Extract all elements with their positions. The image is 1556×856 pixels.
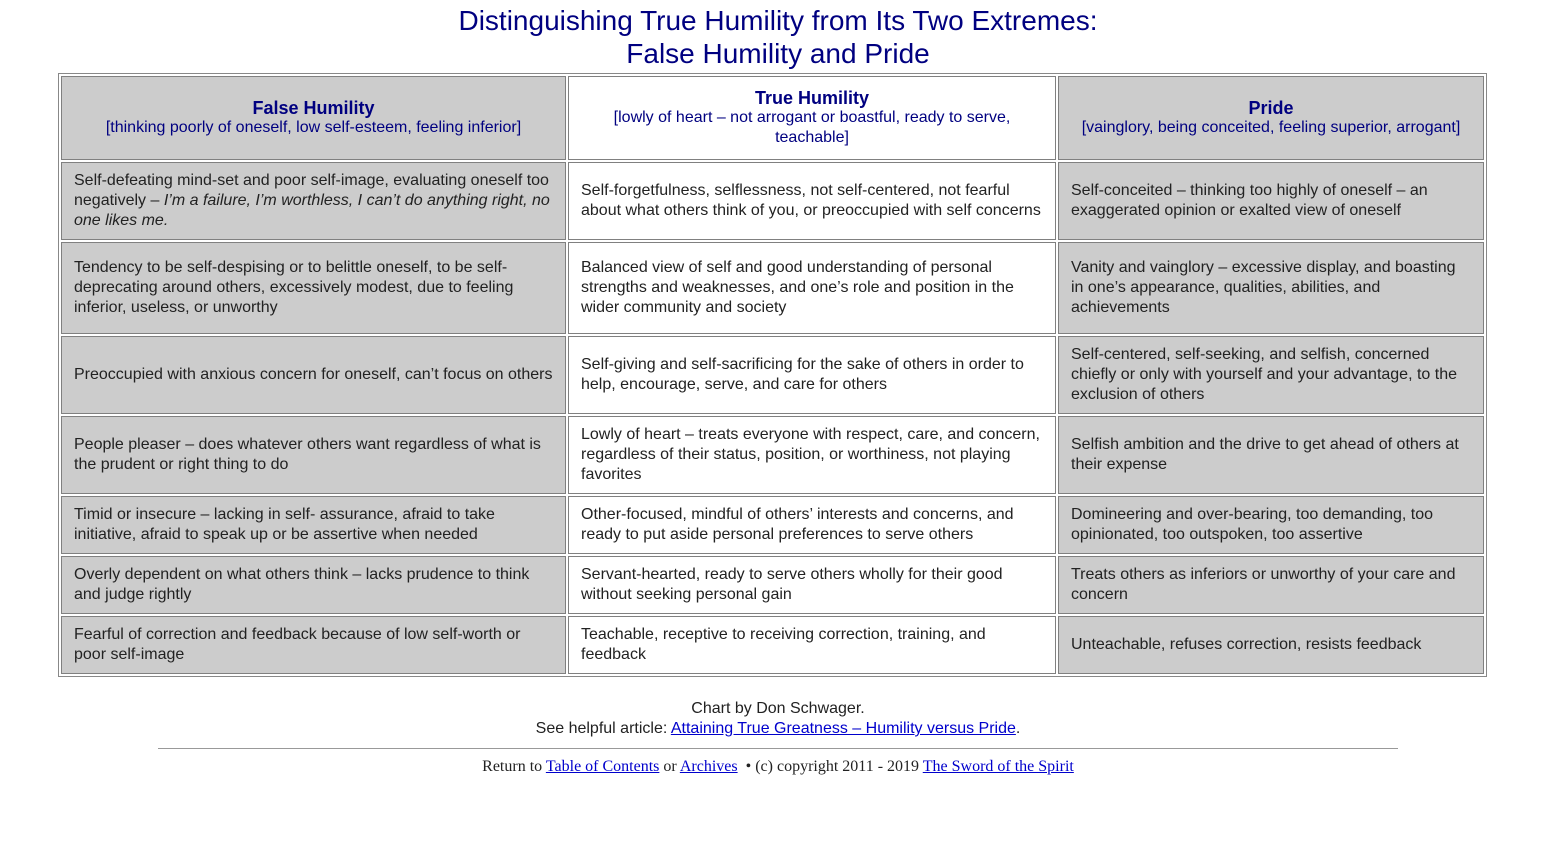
false-humility-cell: Tendency to be self-despising or to beli… xyxy=(61,242,566,334)
true-humility-cell: Balanced view of self and good understan… xyxy=(568,242,1056,334)
cell-text: Vanity and vainglory – excessive display… xyxy=(1071,259,1456,316)
false-humility-cell: Preoccupied with anxious concern for one… xyxy=(61,336,566,414)
true-humility-cell: Other-focused, mindful of others’ intere… xyxy=(568,496,1056,554)
table-row: Timid or insecure – lacking in self- ass… xyxy=(61,496,1484,554)
archives-link[interactable]: Archives xyxy=(679,758,738,775)
table-row: Fearful of correction and feedback becau… xyxy=(61,616,1484,674)
return-text: Return to xyxy=(482,758,546,775)
pride-cell: Self-centered, self-seeking, and selfish… xyxy=(1058,336,1484,414)
pride-cell: Selfish ambition and the drive to get ah… xyxy=(1058,416,1484,494)
table-row: People pleaser – does whatever others wa… xyxy=(61,416,1484,494)
cell-text: People pleaser – does whatever others wa… xyxy=(74,436,541,473)
true-humility-cell: Self-forgetfulness, selflessness, not se… xyxy=(568,162,1056,240)
header-subtitle: [vainglory, being conceited, feeling sup… xyxy=(1081,119,1461,136)
cell-text: Self-giving and self-sacrificing for the… xyxy=(581,356,1024,393)
cell-text: Servant-hearted, ready to serve others w… xyxy=(581,566,1003,603)
pride-cell: Vanity and vainglory – excessive display… xyxy=(1058,242,1484,334)
chart-credit: Chart by Don Schwager. xyxy=(691,700,865,717)
true-humility-cell: Teachable, receptive to receiving correc… xyxy=(568,616,1056,674)
cell-italic-text: I’m a failure, I’m worthless, I can’t do… xyxy=(74,192,550,229)
false-humility-cell: Timid or insecure – lacking in self- ass… xyxy=(61,496,566,554)
pride-cell: Unteachable, refuses correction, resists… xyxy=(1058,616,1484,674)
footer-credits: Chart by Don Schwager. See helpful artic… xyxy=(0,699,1556,739)
cell-text: Self-forgetfulness, selflessness, not se… xyxy=(581,182,1041,219)
pride-cell: Domineering and over-bearing, too demand… xyxy=(1058,496,1484,554)
cell-text: Treats others as inferiors or unworthy o… xyxy=(1071,566,1456,603)
true-humility-cell: Self-giving and self-sacrificing for the… xyxy=(568,336,1056,414)
humility-table: False Humility [thinking poorly of onesel… xyxy=(58,73,1487,677)
article-link[interactable]: Attaining True Greatness – Humility vers… xyxy=(670,720,1016,737)
table-row: Overly dependent on what others think – … xyxy=(61,556,1484,614)
header-true-humility: True Humility [lowly of heart – not arrog… xyxy=(568,76,1056,160)
table-row: Self-defeating mind-set and poor self-im… xyxy=(61,162,1484,240)
cell-text: Self-defeating mind-set and poor self-im… xyxy=(74,172,549,209)
article-suffix: . xyxy=(1015,720,1021,737)
article-prefix: See helpful article: xyxy=(535,720,671,737)
page-title: Distinguishing True Humility from Its Tw… xyxy=(0,4,1556,70)
table-row: Tendency to be self-despising or to beli… xyxy=(61,242,1484,334)
header-subtitle: [thinking poorly of oneself, low self-es… xyxy=(105,119,522,136)
table-row: Preoccupied with anxious concern for one… xyxy=(61,336,1484,414)
cell-text: Preoccupied with anxious concern for one… xyxy=(74,366,553,383)
cell-text: Unteachable, refuses correction, resists… xyxy=(1071,636,1422,653)
cell-text: Fearful of correction and feedback becau… xyxy=(74,626,521,663)
table-of-contents-link[interactable]: Table of Contents xyxy=(545,758,660,775)
or-text: or xyxy=(659,758,680,775)
header-title: False Humility xyxy=(252,98,375,118)
cell-text: Overly dependent on what others think – … xyxy=(74,566,530,603)
pride-cell: Self-conceited – thinking too highly of … xyxy=(1058,162,1484,240)
cell-text: Lowly of heart – treats everyone with re… xyxy=(581,426,1040,483)
cell-text: Other-focused, mindful of others’ intere… xyxy=(581,506,1014,543)
false-humility-cell: Self-defeating mind-set and poor self-im… xyxy=(61,162,566,240)
true-humility-cell: Servant-hearted, ready to serve others w… xyxy=(568,556,1056,614)
header-title: True Humility xyxy=(754,88,870,108)
cell-text: Tendency to be self-despising or to beli… xyxy=(74,259,514,316)
divider xyxy=(158,748,1398,749)
site-link[interactable]: The Sword of the Spirit xyxy=(922,758,1074,775)
title-line-2: False Humility and Pride xyxy=(626,38,930,69)
false-humility-cell: Fearful of correction and feedback becau… xyxy=(61,616,566,674)
cell-text: Timid or insecure – lacking in self- ass… xyxy=(74,506,495,543)
cell-text: Teachable, receptive to receiving correc… xyxy=(581,626,986,663)
cell-text: Self-conceited – thinking too highly of … xyxy=(1071,182,1428,219)
false-humility-cell: Overly dependent on what others think – … xyxy=(61,556,566,614)
header-false-humility: False Humility [thinking poorly of onesel… xyxy=(61,76,566,160)
true-humility-cell: Lowly of heart – treats everyone with re… xyxy=(568,416,1056,494)
false-humility-cell: People pleaser – does whatever others wa… xyxy=(61,416,566,494)
copyright-text: • (c) copyright 2011 - 2019 xyxy=(737,758,923,775)
header-title: Pride xyxy=(1248,98,1294,118)
pride-cell: Treats others as inferiors or unworthy o… xyxy=(1058,556,1484,614)
cell-text: Domineering and over-bearing, too demand… xyxy=(1071,506,1434,543)
cell-text: Balanced view of self and good understan… xyxy=(581,259,1014,316)
cell-text: Self-centered, self-seeking, and selfish… xyxy=(1071,346,1457,403)
header-subtitle: [lowly of heart – not arrogant or boastf… xyxy=(613,109,1011,146)
header-pride: Pride [vainglory, being conceited, feelin… xyxy=(1058,76,1484,160)
cell-text: Selfish ambition and the drive to get ah… xyxy=(1071,436,1459,473)
title-line-1: Distinguishing True Humility from Its Tw… xyxy=(458,5,1098,36)
bottom-nav: Return to Table of Contents or Archives … xyxy=(0,758,1556,776)
